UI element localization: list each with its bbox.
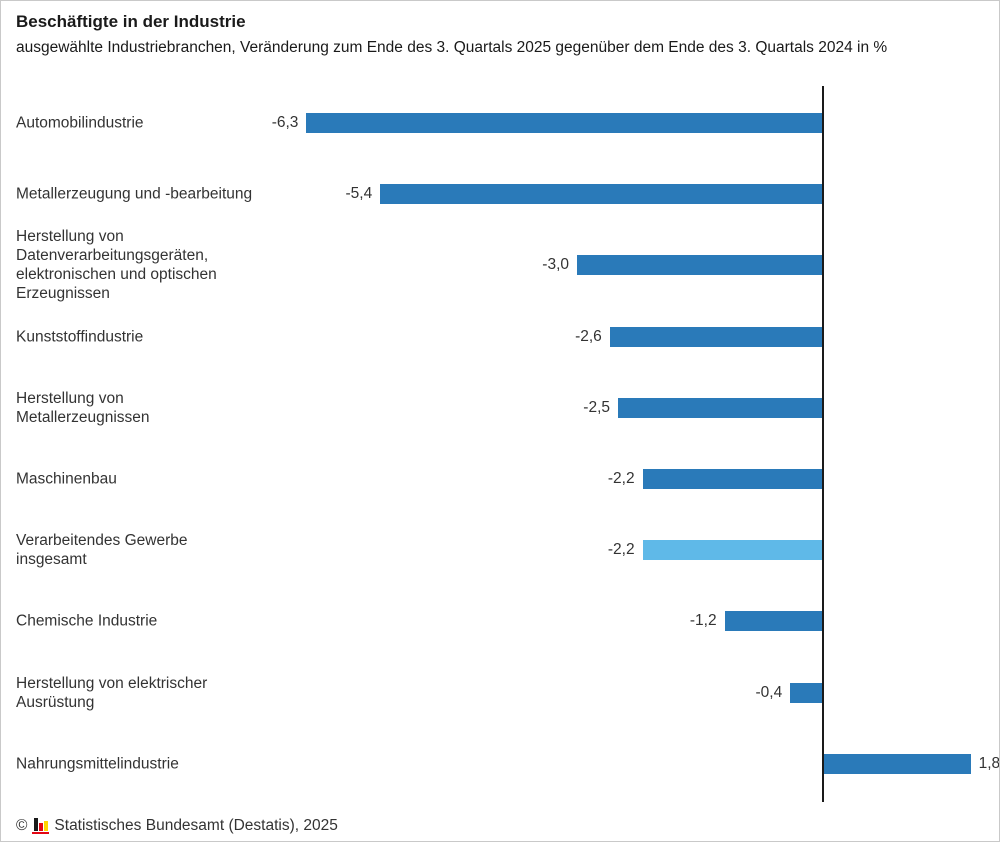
value-label: -1,2 [689, 612, 717, 630]
bar [618, 397, 823, 418]
category-label: Maschinenbau [16, 470, 117, 488]
source-note: © Statistisches Bundesamt (Destatis), 20… [16, 817, 338, 835]
category-label: Herstellung von Metallerzeugnissen [16, 389, 150, 426]
value-label: 1,8 [978, 754, 1000, 772]
value-label: -2,5 [583, 398, 610, 416]
bar [790, 682, 823, 703]
value-label: -5,4 [345, 185, 373, 203]
bar [306, 113, 823, 133]
logo-bar-red [38, 823, 43, 831]
bar [642, 469, 823, 489]
destatis-bar-chart-logo-icon [32, 818, 50, 834]
value-label: -2,2 [607, 470, 635, 487]
category-label: Kunststoffindustrie [16, 328, 144, 346]
copyright-symbol: © [16, 817, 28, 834]
value-label: -0,4 [755, 683, 783, 701]
zero-axis-line [822, 86, 824, 802]
bar-highlight [642, 540, 823, 561]
chart-title: Beschäftigte in der Industrie [16, 12, 246, 31]
category-label: Automobilindustrie [16, 114, 144, 132]
bar [609, 326, 823, 347]
logo-bar-gold [43, 821, 48, 831]
value-label: -2,6 [575, 327, 602, 345]
chart-subtitle: ausgewählte Industriebranchen, Veränderu… [16, 39, 888, 56]
value-label: -3,0 [542, 256, 569, 274]
source-text: Statistisches Bundesamt (Destatis), 2025 [54, 817, 338, 834]
value-label: -6,3 [271, 114, 299, 131]
bar [380, 184, 823, 205]
value-label: -2,2 [607, 541, 635, 559]
logo-baseline [32, 832, 50, 834]
category-label: Herstellung von elektrischer Ausrüstung [16, 674, 208, 711]
category-label: Verarbeitendes Gewerbe insgesamt [16, 532, 188, 569]
category-label: Metallerzeugung und -bearbeitung [16, 185, 253, 203]
bar [823, 753, 971, 774]
category-label: Chemische Industrie [16, 612, 158, 630]
bar [577, 255, 823, 276]
logo-bar-black [33, 818, 38, 831]
bar [724, 611, 823, 632]
category-label: Herstellung von Datenverarbeitungsgeräte… [16, 228, 217, 303]
category-label: Nahrungsmittelindustrie [16, 755, 179, 773]
